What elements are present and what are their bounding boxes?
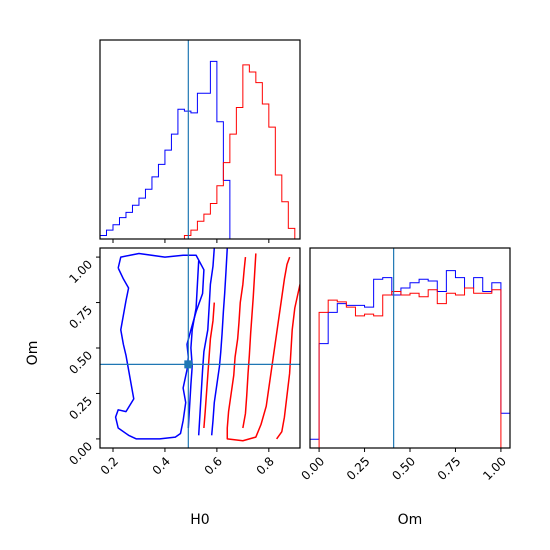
contour-series-0-level-2 bbox=[210, 248, 229, 436]
om-histogram-series-0 bbox=[310, 270, 510, 448]
h0-marginal-frame bbox=[99, 39, 301, 240]
joint-y-tick-label: 0.75 bbox=[66, 303, 95, 332]
joint-truth-marker bbox=[184, 360, 193, 369]
contour-series-1-level-1 bbox=[242, 253, 257, 429]
om-x-tick-label: 0.25 bbox=[344, 454, 373, 483]
om-marginal-panel: 0.00 0.25 0.50 0.75 1.00 Om bbox=[298, 247, 511, 528]
contour-series-0-level-1 bbox=[197, 248, 216, 436]
joint-x-tick-label: 0.4 bbox=[150, 454, 173, 477]
contour-series-0-level-3 bbox=[187, 260, 200, 429]
x-axis-label-om: Om bbox=[398, 512, 423, 528]
contour-series-1-level-2 bbox=[276, 284, 300, 440]
joint-x-tick-label: 0.6 bbox=[202, 454, 225, 477]
joint-contour-panel: 0.2 0.4 0.6 0.8 0.00 0.25 0.50 0.75 1.00 H0 Om bbox=[25, 247, 301, 528]
joint-y-tick-label: 0.25 bbox=[66, 394, 95, 423]
om-x-tick-label: 0.00 bbox=[298, 454, 327, 483]
joint-y-tick-label: 0.00 bbox=[66, 439, 95, 468]
x-axis-label-h0: H0 bbox=[190, 512, 209, 528]
contour-series-1-level-3 bbox=[203, 302, 216, 429]
contour-series-0-level-0 bbox=[114, 252, 205, 440]
joint-y-tick-label: 0.50 bbox=[66, 348, 95, 377]
h0-histogram-series-0 bbox=[100, 60, 231, 239]
om-x-tick-label: 0.50 bbox=[389, 454, 418, 483]
h0-marginal-panel bbox=[99, 39, 301, 243]
om-histogram-series-1 bbox=[318, 287, 502, 448]
joint-panel-frame bbox=[99, 247, 301, 449]
om-marginal-frame bbox=[309, 247, 511, 449]
joint-x-tick-label: 0.8 bbox=[254, 454, 277, 477]
y-axis-label-om: Om bbox=[25, 341, 41, 366]
om-x-tick-label: 1.00 bbox=[480, 454, 509, 483]
contour-series-1-level-0 bbox=[226, 256, 291, 442]
joint-y-tick-label: 1.00 bbox=[66, 257, 95, 286]
om-x-tick-label: 0.75 bbox=[435, 454, 464, 483]
h0-histogram-series-1 bbox=[183, 64, 296, 239]
joint-x-tick-label: 0.2 bbox=[98, 454, 121, 477]
